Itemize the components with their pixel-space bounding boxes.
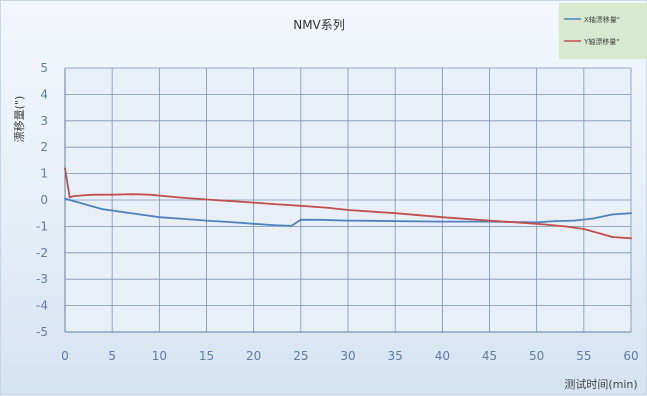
series-0-point: [347, 219, 349, 222]
series-0-point: [299, 218, 302, 221]
series-1-point: [441, 216, 444, 219]
y-tick-label: 4: [40, 87, 48, 101]
x-tick-label: 60: [623, 349, 638, 363]
legend-label-y: Y轴漂移量": [583, 37, 620, 46]
series-1-point: [535, 222, 538, 225]
series-1-point: [177, 196, 180, 199]
series-1-point: [582, 228, 585, 230]
x-tick-label: 35: [388, 349, 403, 363]
x-tick-label: 5: [108, 349, 116, 363]
x-tick-label: 10: [152, 349, 167, 363]
series-0-point: [290, 224, 293, 227]
y-tick-label: -2: [36, 246, 48, 260]
series-1-point: [630, 237, 632, 240]
series-0-point: [252, 222, 255, 225]
series-0-point: [630, 212, 632, 215]
chart-title: NMV系列: [293, 18, 345, 32]
series-1-point: [611, 236, 614, 238]
y-tick-label: 5: [40, 61, 48, 75]
series-0-point: [82, 203, 85, 205]
series-1-point: [205, 198, 208, 201]
y-tick-label: -4: [36, 299, 48, 313]
series-1-point: [149, 193, 151, 196]
legend-background: [559, 3, 647, 59]
x-tick-label: 30: [340, 349, 355, 363]
y-axis-title: 漂移量("): [13, 96, 26, 143]
series-0-point: [177, 217, 180, 220]
y-tick-label: -1: [36, 219, 48, 233]
series-0-point: [101, 208, 104, 211]
series-0-point: [554, 220, 557, 223]
series-0-point: [205, 219, 208, 222]
series-0-point: [592, 217, 595, 220]
x-tick-label: 50: [529, 349, 544, 363]
series-0-point: [573, 219, 576, 222]
series-0-point: [271, 224, 274, 226]
x-tick-label: 20: [246, 349, 261, 363]
series-line-1: [64, 167, 632, 240]
series-1-point: [68, 196, 71, 199]
series-1-point: [73, 195, 76, 197]
series-0-point: [68, 199, 71, 201]
series-0-point: [441, 220, 444, 223]
x-axis-title: 测试时间(min): [564, 378, 637, 391]
series-1-point: [271, 203, 274, 205]
series-1-point: [564, 225, 566, 228]
series-0-point: [318, 218, 321, 221]
series-1-point: [347, 209, 349, 211]
series-1-point: [233, 200, 236, 203]
series-0-point: [394, 220, 397, 223]
legend-label-x: X轴漂移量": [584, 15, 620, 24]
x-tick-label: 55: [576, 349, 591, 363]
x-tick-label: 45: [482, 349, 497, 363]
series-1-point: [488, 219, 491, 222]
legend: X轴漂移量" Y轴漂移量": [559, 3, 647, 59]
series-1-point: [252, 201, 255, 204]
series-1-point: [394, 212, 397, 215]
y-tick-label: -3: [36, 272, 48, 286]
x-tick-label: 25: [293, 349, 308, 363]
series-0-point: [120, 210, 123, 213]
x-tick-label: 0: [61, 349, 69, 363]
y-tick-label: 3: [40, 114, 48, 128]
series-0-point: [64, 197, 66, 200]
y-tick-label: 1: [40, 167, 48, 181]
series-1-point: [601, 233, 604, 236]
y-tick-label: 0: [40, 193, 48, 207]
series-1-point: [92, 193, 95, 196]
series-0-point: [233, 221, 236, 224]
y-tick-label: -5: [36, 325, 48, 339]
x-tick-label: 15: [199, 349, 214, 363]
series-1-point: [328, 207, 331, 209]
series-0-point: [158, 216, 161, 219]
series-1-point: [299, 204, 302, 207]
series-1-point: [130, 193, 132, 196]
series-1-point: [111, 193, 114, 196]
series-0-point: [139, 213, 142, 216]
x-tick-label: 40: [435, 349, 450, 363]
y-tick-label: 2: [40, 140, 48, 154]
series-0-point: [611, 213, 614, 216]
series-1-point: [64, 167, 66, 170]
